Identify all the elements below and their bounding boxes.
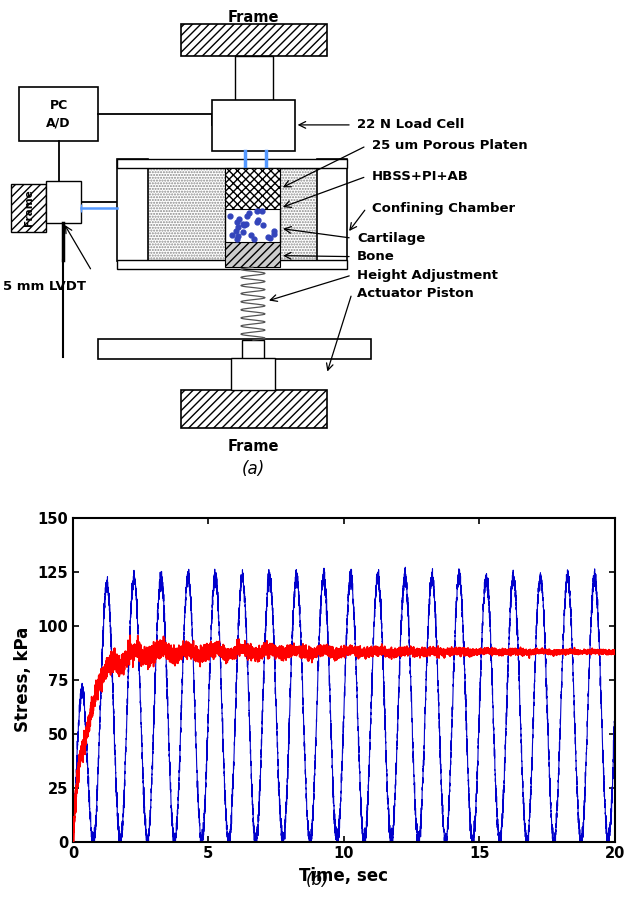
Text: Frame: Frame	[24, 190, 34, 227]
Bar	[117, 260, 347, 269]
Bar	[117, 159, 148, 262]
Text: Bone: Bone	[357, 250, 395, 263]
Bar	[225, 208, 280, 243]
Bar	[231, 357, 275, 391]
Text: Actuator Piston: Actuator Piston	[357, 287, 474, 300]
X-axis label: Time, sec: Time, sec	[299, 867, 389, 885]
Text: Cartilage: Cartilage	[357, 231, 425, 245]
Text: HBSS+PI+AB: HBSS+PI+AB	[372, 170, 469, 183]
Bar	[181, 391, 327, 428]
Bar	[225, 242, 280, 267]
Bar	[181, 24, 327, 56]
Bar	[148, 167, 227, 260]
Text: Height Adjustment: Height Adjustment	[357, 268, 498, 282]
Text: 22 N Load Cell: 22 N Load Cell	[357, 119, 464, 131]
Bar	[19, 87, 98, 141]
Bar	[11, 184, 46, 232]
Bar	[235, 56, 273, 102]
Bar	[317, 159, 347, 262]
Y-axis label: Stress, kPa: Stress, kPa	[14, 627, 32, 732]
Text: Confining Chamber: Confining Chamber	[372, 202, 515, 214]
Bar	[225, 167, 280, 209]
Text: Frame: Frame	[228, 10, 280, 24]
Bar	[98, 339, 371, 359]
Text: 25 um Porous Platen: 25 um Porous Platen	[372, 140, 527, 152]
Text: (a): (a)	[242, 460, 265, 478]
Text: PC
A/D: PC A/D	[46, 99, 71, 130]
Bar	[280, 167, 317, 260]
Text: (b): (b)	[305, 871, 329, 889]
Bar	[117, 159, 347, 167]
Bar	[212, 100, 295, 150]
Text: 5 mm LVDT: 5 mm LVDT	[3, 280, 86, 293]
Bar	[46, 181, 81, 222]
Text: Frame: Frame	[228, 438, 280, 454]
Bar	[242, 340, 264, 359]
